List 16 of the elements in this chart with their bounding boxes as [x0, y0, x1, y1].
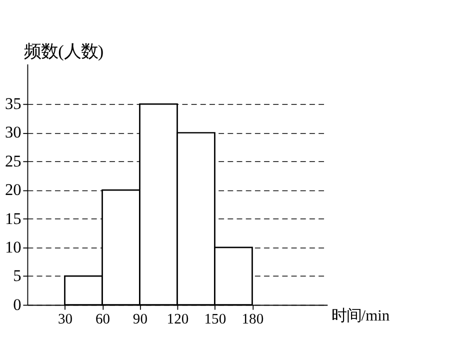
- x-tick-label: 60: [95, 311, 110, 328]
- x-tick-label: 90: [132, 311, 148, 328]
- y-tick-label: 25: [5, 151, 22, 170]
- x-tick-label: 180: [242, 311, 264, 328]
- y-tick-label: 30: [5, 122, 22, 142]
- y-tick-label: 10: [5, 237, 22, 256]
- y-tick-label: 20: [5, 180, 22, 200]
- y-axis-title: 频数(人数): [24, 42, 104, 62]
- x-tick-label: 30: [58, 311, 72, 328]
- x-axis-title: 时间/min: [331, 308, 390, 325]
- y-tick-label: 5: [13, 266, 22, 286]
- x-tick-label: 120: [166, 311, 189, 328]
- y-tick-label: 35: [5, 94, 22, 114]
- y-tick-label: 15: [5, 208, 22, 228]
- y-tick-label: 0: [13, 294, 22, 314]
- x-tick-label: 150: [204, 311, 226, 328]
